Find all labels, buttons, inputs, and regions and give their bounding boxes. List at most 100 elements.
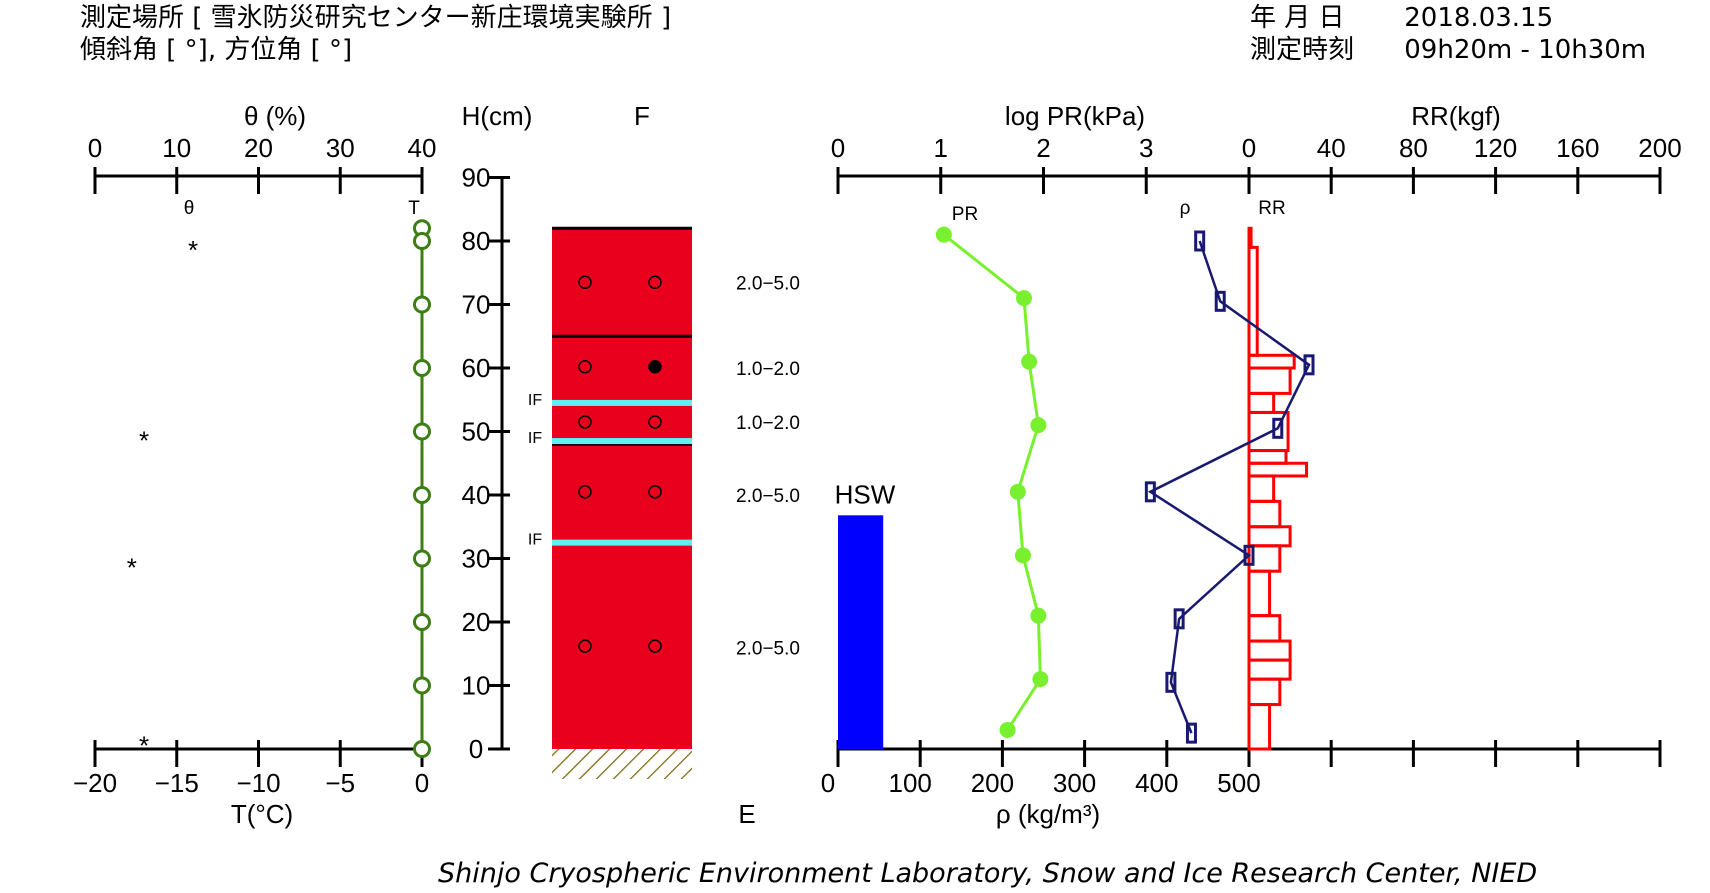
rr-segment <box>1247 461 1309 478</box>
height-axis-title: H(cm) <box>462 101 533 131</box>
density-axis-title: ρ (kg/m³) <box>996 799 1100 829</box>
time-value: 09h20m - 10h30m <box>1404 35 1647 65</box>
rr-segment <box>1247 677 1282 707</box>
density-line <box>1147 240 1311 734</box>
rr-segment <box>1247 226 1253 249</box>
ice-film-label: IF <box>528 392 542 409</box>
hsw-bar <box>838 515 884 749</box>
pr-point <box>1030 417 1047 434</box>
temperature-point <box>413 232 431 250</box>
ice-film-band <box>552 438 692 445</box>
density-tick-label: 200 <box>971 768 1014 798</box>
grain-size-label: 2.0−5.0 <box>736 273 800 294</box>
height-tick-label: 80 <box>462 226 491 256</box>
grain-size-label: 1.0−2.0 <box>736 413 800 434</box>
rr-segment <box>1247 703 1272 751</box>
grain-shape-marker <box>578 485 592 499</box>
layer-column-title: F <box>634 101 650 131</box>
time-row: 測定時刻 09h20m - 10h30m <box>1250 34 1646 66</box>
density-point <box>1272 417 1284 439</box>
ground-hatch <box>552 749 692 779</box>
rr-segment <box>1247 366 1292 395</box>
height-tick-label: 90 <box>462 163 491 193</box>
rr-segment <box>1247 353 1296 370</box>
grain-size-label: 2.0−5.0 <box>736 638 800 659</box>
ice-film-band <box>552 399 692 406</box>
density-marker-label: ρ <box>1180 198 1191 219</box>
rr-segment <box>1247 614 1282 643</box>
temperature-point <box>413 422 431 441</box>
grain-shape-marker <box>648 359 662 374</box>
ice-film-label: IF <box>528 430 542 447</box>
pr-tick-label: 3 <box>1139 133 1153 163</box>
theta-tick-label: 20 <box>244 133 273 163</box>
height-tick-label: 40 <box>462 480 491 510</box>
height-tick-label: 0 <box>469 734 483 764</box>
rr-axis-title: RR(kgf) <box>1411 101 1501 131</box>
rr-segment <box>1247 245 1259 357</box>
pr-point <box>935 226 952 243</box>
rr-tick-label: 0 <box>1242 133 1256 163</box>
density-point <box>1214 290 1226 312</box>
temperature-tick-label: −5 <box>325 768 355 798</box>
footer-credit: Shinjo Cryospheric Environment Laborator… <box>438 858 1538 889</box>
rr-segment <box>1247 499 1282 529</box>
density-point <box>1243 544 1255 566</box>
rr-segment <box>1247 449 1288 465</box>
theta-tick-label: 10 <box>162 133 191 163</box>
theta-marker-label: θ <box>184 198 195 219</box>
height-tick-label: 20 <box>462 607 491 637</box>
rr-segment <box>1247 474 1276 503</box>
theta-point: * <box>127 553 137 583</box>
density-point <box>1303 354 1315 376</box>
hsw-label: HSW <box>835 479 896 509</box>
rr-segment <box>1247 658 1292 681</box>
grain-shape-marker <box>648 275 662 290</box>
rr-tick-label: 40 <box>1317 133 1346 163</box>
time-key: 測定時刻 <box>1250 35 1355 65</box>
temperature-tick-label: −20 <box>73 768 117 798</box>
date-key: 年 月 日 <box>1250 3 1345 33</box>
density-tick-label: 500 <box>1217 768 1260 798</box>
height-tick-label: 60 <box>462 353 491 383</box>
density-tick-label: 300 <box>1053 768 1096 798</box>
pr-axis-title: log PR(kPa) <box>1005 101 1145 131</box>
rr-segment <box>1247 639 1292 662</box>
density-tick-label: 100 <box>889 768 932 798</box>
density-point <box>1173 608 1185 630</box>
temperature-point <box>413 295 431 314</box>
temperature-point <box>413 359 431 377</box>
height-tick-label: 10 <box>462 671 491 701</box>
ice-film-label: IF <box>528 532 542 549</box>
density-point <box>1185 722 1197 744</box>
temperature-point <box>413 740 431 758</box>
rr-segment <box>1247 525 1292 548</box>
pr-tick-label: 1 <box>934 133 948 163</box>
height-tick-label: 70 <box>462 290 491 320</box>
theta-axis-title: θ (%) <box>244 101 306 131</box>
density-point <box>1144 481 1156 503</box>
rr-tick-label: 200 <box>1638 133 1681 163</box>
pr-point <box>999 721 1016 738</box>
grain-shape-marker <box>578 359 592 374</box>
rr-tick-label: 80 <box>1399 133 1428 163</box>
grain-size-label: 2.0−5.0 <box>736 486 800 507</box>
text-layer: 0 10 20 30 40θ (%)θ−20 −15 −10 −5 0T(°C)T0102030… <box>73 101 1682 829</box>
theta-tick-label: 40 <box>408 133 437 163</box>
grain-shape-marker <box>578 639 592 653</box>
ice-film-band <box>552 539 692 546</box>
rr-segment <box>1247 569 1272 618</box>
grain-shape-marker <box>578 275 592 290</box>
header-left: 測定場所 [ 雪氷防災研究センター新庄環境実験所 ] 傾斜角 [ °], 方位角… <box>80 2 671 66</box>
theta-tick-label: 0 <box>88 133 102 163</box>
pr-point <box>1015 290 1032 307</box>
pr-point <box>1021 353 1038 370</box>
density-tick-label: 0 <box>821 768 835 798</box>
theta-tick-label: 30 <box>326 133 355 163</box>
pr-point <box>1014 547 1031 564</box>
temperature-point <box>413 613 431 631</box>
theta-point: * <box>139 426 149 456</box>
temperature-tick-label: −10 <box>236 768 280 798</box>
grain-shape-marker <box>578 415 592 429</box>
